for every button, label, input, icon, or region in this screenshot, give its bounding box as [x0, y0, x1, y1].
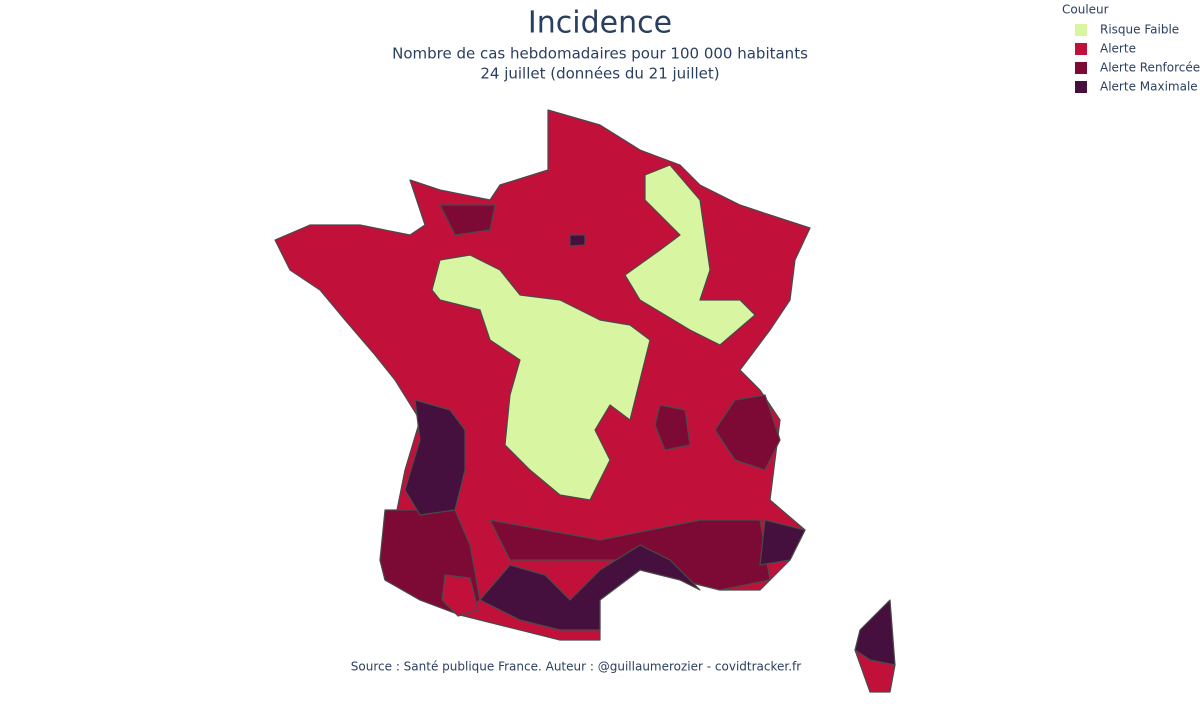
legend: Risque Faible Alerte Alerte Renforcée Alert… — [1075, 23, 1200, 94]
title: Incidence — [528, 6, 672, 41]
region — [714, 394, 781, 471]
region — [441, 574, 479, 617]
region — [569, 234, 586, 247]
region — [431, 254, 651, 501]
legend-swatch — [1075, 43, 1087, 55]
subtitle: 24 juillet (données du 21 juillet) — [480, 65, 719, 83]
region — [439, 204, 496, 236]
region — [624, 164, 756, 346]
map — [274, 109, 896, 693]
region — [759, 519, 806, 566]
legend-swatch — [1075, 24, 1087, 36]
region — [479, 544, 701, 631]
legend-swatch — [1075, 81, 1087, 93]
legend-label: Risque Faible — [1100, 23, 1179, 37]
legend-label: Alerte — [1100, 42, 1136, 56]
source: Source : Santé publique France. Auteur :… — [351, 660, 801, 674]
legend-label: Alerte Renforcée — [1100, 61, 1200, 75]
region — [404, 399, 466, 516]
region — [654, 404, 691, 451]
legend-swatch — [1075, 62, 1087, 74]
legend-title: Couleur — [1062, 3, 1109, 17]
legend-label: Alerte Maximale — [1100, 80, 1198, 94]
region — [854, 649, 896, 693]
subtitle: Nombre de cas hebdomadaires pour 100 000… — [392, 45, 808, 63]
